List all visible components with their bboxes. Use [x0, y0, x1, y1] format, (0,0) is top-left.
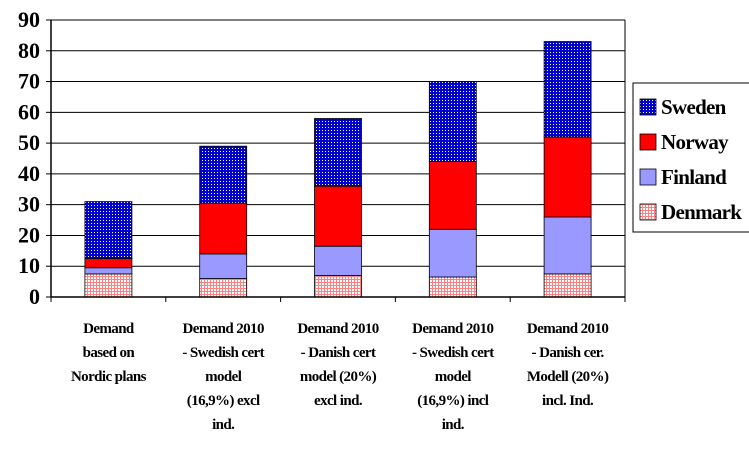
y-tick-label-30: 30 — [18, 192, 40, 217]
x-label-0-line-0: Demand — [83, 321, 135, 337]
axes-group: 0 10 20 30 40 50 60 70 80 90 Demand based on Nordic … — [18, 7, 626, 433]
x-label-0-line-1: based on — [83, 345, 136, 361]
legend-swatch-sweden — [639, 98, 657, 116]
bar-sweden-2 — [314, 118, 362, 187]
legend-swatch-norway — [639, 133, 657, 151]
legend-label-finland: Finland — [661, 165, 727, 189]
y-tick-label-60: 60 — [18, 99, 40, 124]
y-tick-label-10: 10 — [18, 253, 40, 278]
x-label-3-line-2: model — [435, 369, 472, 385]
y-tick-label-0: 0 — [29, 284, 40, 309]
bar-denmark-0 — [84, 273, 133, 298]
bar-norway-2 — [314, 185, 362, 247]
bar-denmark-1 — [199, 278, 248, 298]
x-label-1-line-3: (16,9%) excl — [187, 393, 260, 409]
x-label-2-line-0: Demand 2010 — [297, 321, 378, 337]
x-label-1-line-2: model — [205, 369, 242, 385]
x-label-3-line-1: - Swedish cert — [412, 345, 494, 361]
bar-sweden-3 — [428, 81, 477, 162]
bar-sweden-1 — [199, 145, 248, 204]
bar-denmark-2 — [314, 275, 362, 298]
x-label-4-line-0: Demand 2010 — [527, 321, 608, 337]
bars-group — [84, 41, 592, 298]
bar-finland-2 — [314, 245, 362, 276]
y-tick-label-40: 40 — [18, 161, 40, 186]
y-tick-label-90: 90 — [18, 7, 40, 32]
legend-label-denmark: Denmark — [661, 200, 742, 224]
bar-norway-0 — [84, 258, 133, 269]
y-tick-label-80: 80 — [18, 38, 40, 63]
bar-norway-3 — [428, 161, 477, 230]
y-tick-label-70: 70 — [18, 69, 40, 94]
x-label-1-line-1: - Swedish cert — [182, 345, 264, 361]
legend-swatch-finland — [639, 168, 657, 186]
x-label-1-line-0: Demand 2010 — [183, 321, 264, 337]
bar-denmark-4 — [543, 273, 592, 298]
x-label-0-line-2: Nordic plans — [71, 369, 147, 385]
bar-denmark-3 — [428, 276, 477, 298]
y-tick-label-50: 50 — [18, 130, 40, 155]
bar-finland-3 — [428, 228, 477, 278]
legend: Sweden Norway Finland Denmark — [632, 82, 749, 233]
bar-norway-1 — [199, 202, 248, 255]
legend-swatch-denmark — [639, 203, 657, 221]
x-label-4-line-2: Modell (20%) — [527, 369, 609, 385]
bar-finland-0 — [84, 267, 133, 275]
x-label-1-line-4: ind. — [212, 417, 235, 433]
x-label-2-line-1: - Danish cert — [301, 345, 376, 361]
x-label-2-line-3: excl ind. — [314, 393, 363, 409]
x-label-4-line-3: incl. Ind. — [542, 393, 594, 409]
x-label-3-line-0: Demand 2010 — [412, 321, 493, 337]
x-label-3-line-3: (16,9%) incl — [417, 393, 489, 409]
x-label-2-line-2: model (20%) — [300, 369, 377, 385]
bar-sweden-0 — [84, 201, 133, 259]
y-tick-label-20: 20 — [18, 222, 40, 247]
x-label-3-line-4: ind. — [442, 417, 465, 433]
bar-finland-1 — [199, 253, 248, 279]
legend-label-sweden: Sweden — [661, 95, 727, 119]
bar-finland-4 — [543, 216, 592, 275]
bar-norway-4 — [543, 136, 592, 218]
bar-sweden-4 — [543, 41, 592, 138]
x-label-4-line-1: - Danish cer. — [532, 345, 605, 361]
legend-label-norway: Norway — [661, 130, 729, 154]
